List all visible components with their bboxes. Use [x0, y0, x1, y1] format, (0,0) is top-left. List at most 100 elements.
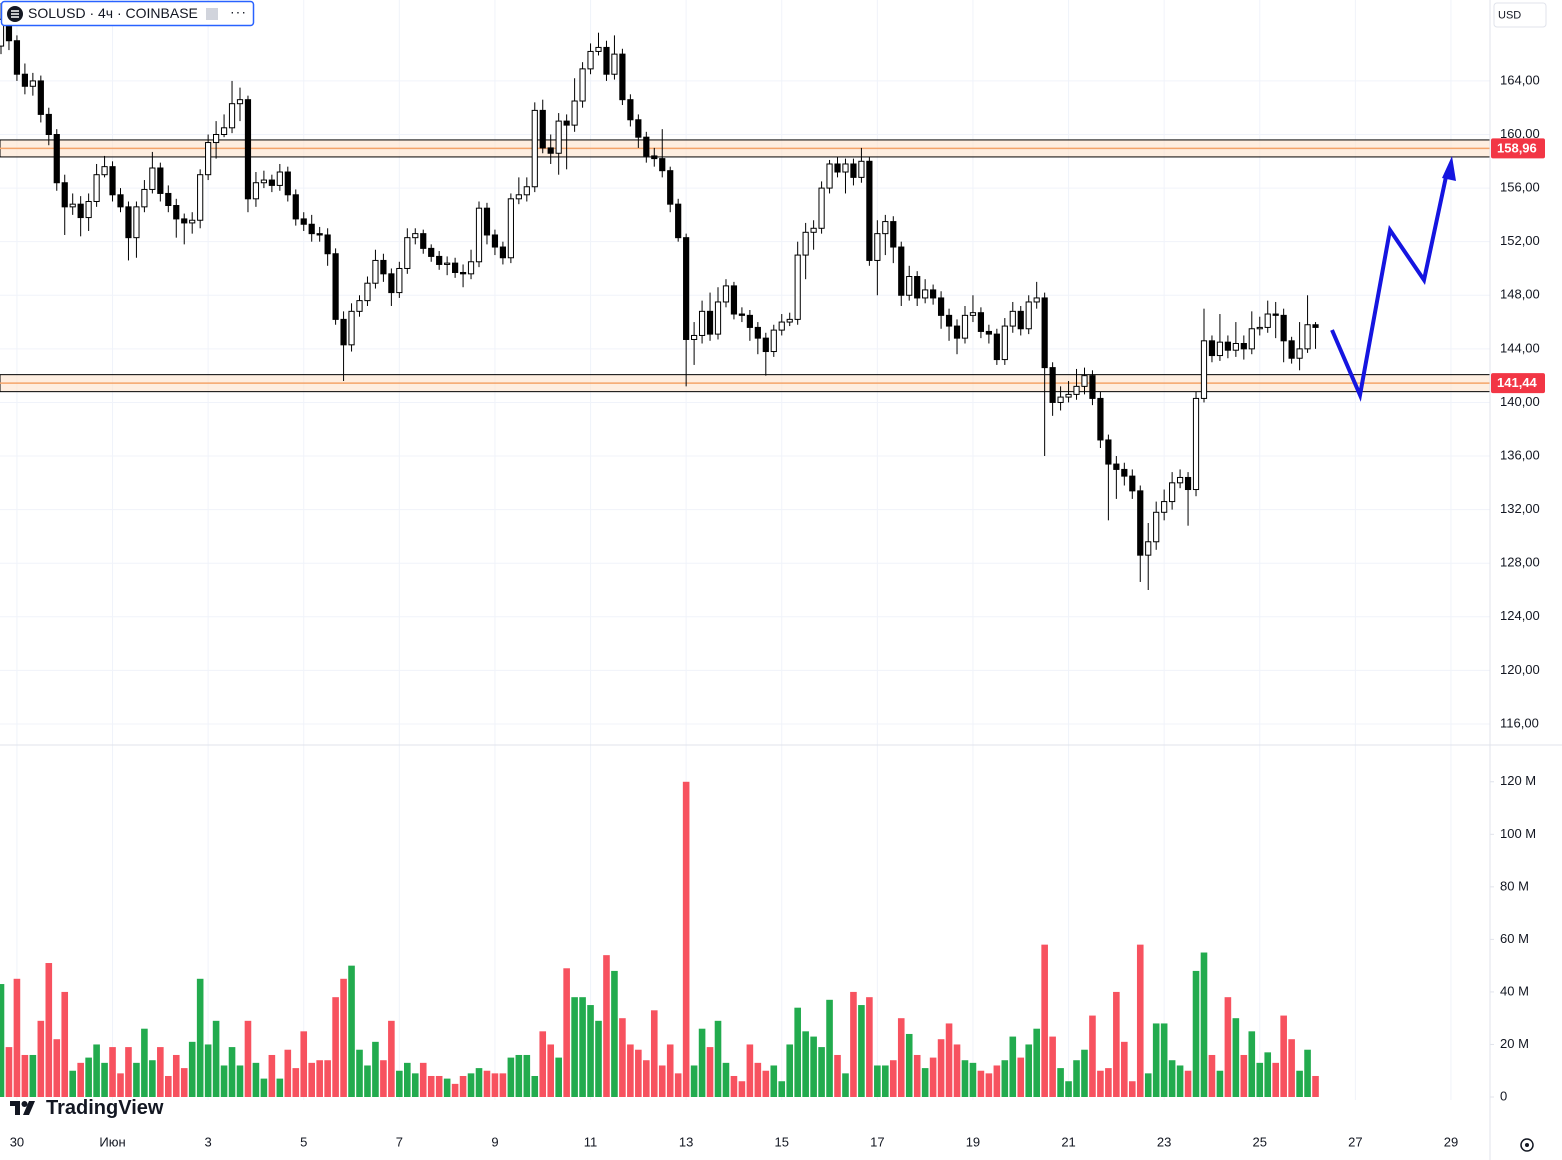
candle-body: [738, 313, 746, 316]
candle-body: [1073, 385, 1080, 395]
volume-bar: [850, 991, 857, 1097]
volume-bar: [348, 965, 355, 1097]
level-tags: 158,96 141,44: [1491, 138, 1545, 394]
volume-bar: [555, 1057, 562, 1097]
volume-bar: [627, 1044, 634, 1097]
volume-bar: [714, 1020, 722, 1097]
candle-body: [730, 285, 738, 315]
y-tick-label: 148,00: [1500, 287, 1540, 302]
volume-bar: [404, 1062, 411, 1097]
volume-bar: [507, 1057, 515, 1097]
x-tick-label: 23: [1157, 1134, 1171, 1149]
candle-body: [444, 262, 451, 265]
logo[interactable]: TradingView: [10, 1097, 164, 1119]
candle-body: [945, 314, 953, 327]
volume-bar: [993, 1065, 1001, 1097]
volume-bar: [579, 997, 586, 1097]
volume-bar: [1304, 1049, 1311, 1097]
candle-body: [1033, 297, 1040, 303]
volume-bar: [1001, 1060, 1009, 1097]
candle-body: [228, 103, 236, 129]
candle-body: [985, 330, 992, 335]
candle-body: [818, 187, 825, 229]
volume-bar: [722, 1062, 730, 1097]
candle-body: [890, 221, 897, 248]
candle-body: [436, 255, 443, 265]
volume-bar: [1152, 1023, 1160, 1097]
volume-bar: [730, 1075, 738, 1097]
symbol-header[interactable]: SOLUSD · 4ч · COINBASE ···: [0, 0, 255, 27]
volume-bar: [706, 1047, 714, 1097]
candle-body: [1041, 297, 1048, 369]
candle-body: [61, 182, 68, 208]
candle-body: [1105, 439, 1112, 465]
candle-body: [643, 136, 650, 157]
y-tick-label: 120,00: [1500, 662, 1540, 677]
candle-body: [1089, 375, 1096, 399]
volume-bar: [866, 997, 873, 1097]
candle-body: [324, 234, 331, 255]
volume-bar: [698, 1028, 706, 1097]
volume-bar: [435, 1075, 443, 1097]
volume-bar: [77, 1062, 84, 1097]
candle-body: [746, 314, 753, 328]
volume-bar: [284, 1049, 292, 1097]
candle-body: [483, 207, 491, 236]
axes: 30 Июн 3 5 7 9 11 13 15 17 19 21 23 25 27 29 116,00 120,0…: [10, 72, 1540, 1149]
candle-body: [922, 289, 929, 299]
volume-bar: [1256, 1062, 1264, 1097]
candle-body: [1081, 375, 1088, 387]
volume-bar: [1065, 1081, 1072, 1097]
volume-bar: [682, 781, 690, 1097]
candle-body: [683, 237, 690, 340]
candle-body: [85, 200, 92, 219]
candle-body: [826, 163, 833, 189]
candle-body: [1280, 314, 1287, 342]
volume-bar: [252, 1062, 260, 1097]
volume-bar: [499, 1073, 507, 1097]
candle-body: [37, 80, 44, 115]
volume-bar: [85, 1057, 92, 1097]
candle-body: [850, 163, 857, 178]
candle-body: [197, 174, 204, 221]
volume-bar: [37, 1020, 45, 1097]
volume-bar: [754, 1062, 762, 1097]
candle-body: [181, 218, 188, 224]
candle-body: [1113, 463, 1120, 470]
volume-bar: [802, 1031, 809, 1097]
volume-bar: [985, 1073, 993, 1097]
candle-body: [547, 147, 554, 154]
more-icon[interactable]: ···: [230, 4, 247, 20]
x-tick-label: 15: [775, 1134, 789, 1149]
volume-pane: [0, 781, 1319, 1097]
candle-body: [316, 233, 323, 236]
candle-body: [77, 203, 84, 219]
candle-body: [252, 182, 260, 200]
volume-bar: [1081, 1049, 1088, 1097]
candle-body: [165, 192, 172, 207]
candle-body: [1057, 396, 1064, 403]
candle-body: [1161, 501, 1168, 513]
volume-bar: [1232, 1018, 1240, 1097]
volume-bar: [1089, 1015, 1096, 1097]
levels: [0, 139, 1491, 393]
candle-body: [21, 73, 28, 87]
candle-body: [220, 127, 228, 136]
candle-body: [762, 337, 769, 353]
currency-button[interactable]: USD: [1493, 2, 1547, 28]
candle-body: [1017, 310, 1024, 330]
volume-bar: [1105, 1068, 1112, 1097]
settings-icon[interactable]: [1520, 1138, 1534, 1152]
volume-bar: [1017, 1057, 1025, 1097]
volume-bar: [276, 1078, 284, 1097]
candle-body: [937, 297, 945, 316]
candle-body: [587, 50, 594, 70]
candle-body: [1025, 301, 1032, 330]
candle-body: [627, 99, 634, 121]
candle-body: [157, 167, 164, 194]
candle-body: [507, 198, 514, 259]
volume-tick-label: 120 M: [1500, 773, 1536, 788]
candle-body: [205, 142, 212, 176]
